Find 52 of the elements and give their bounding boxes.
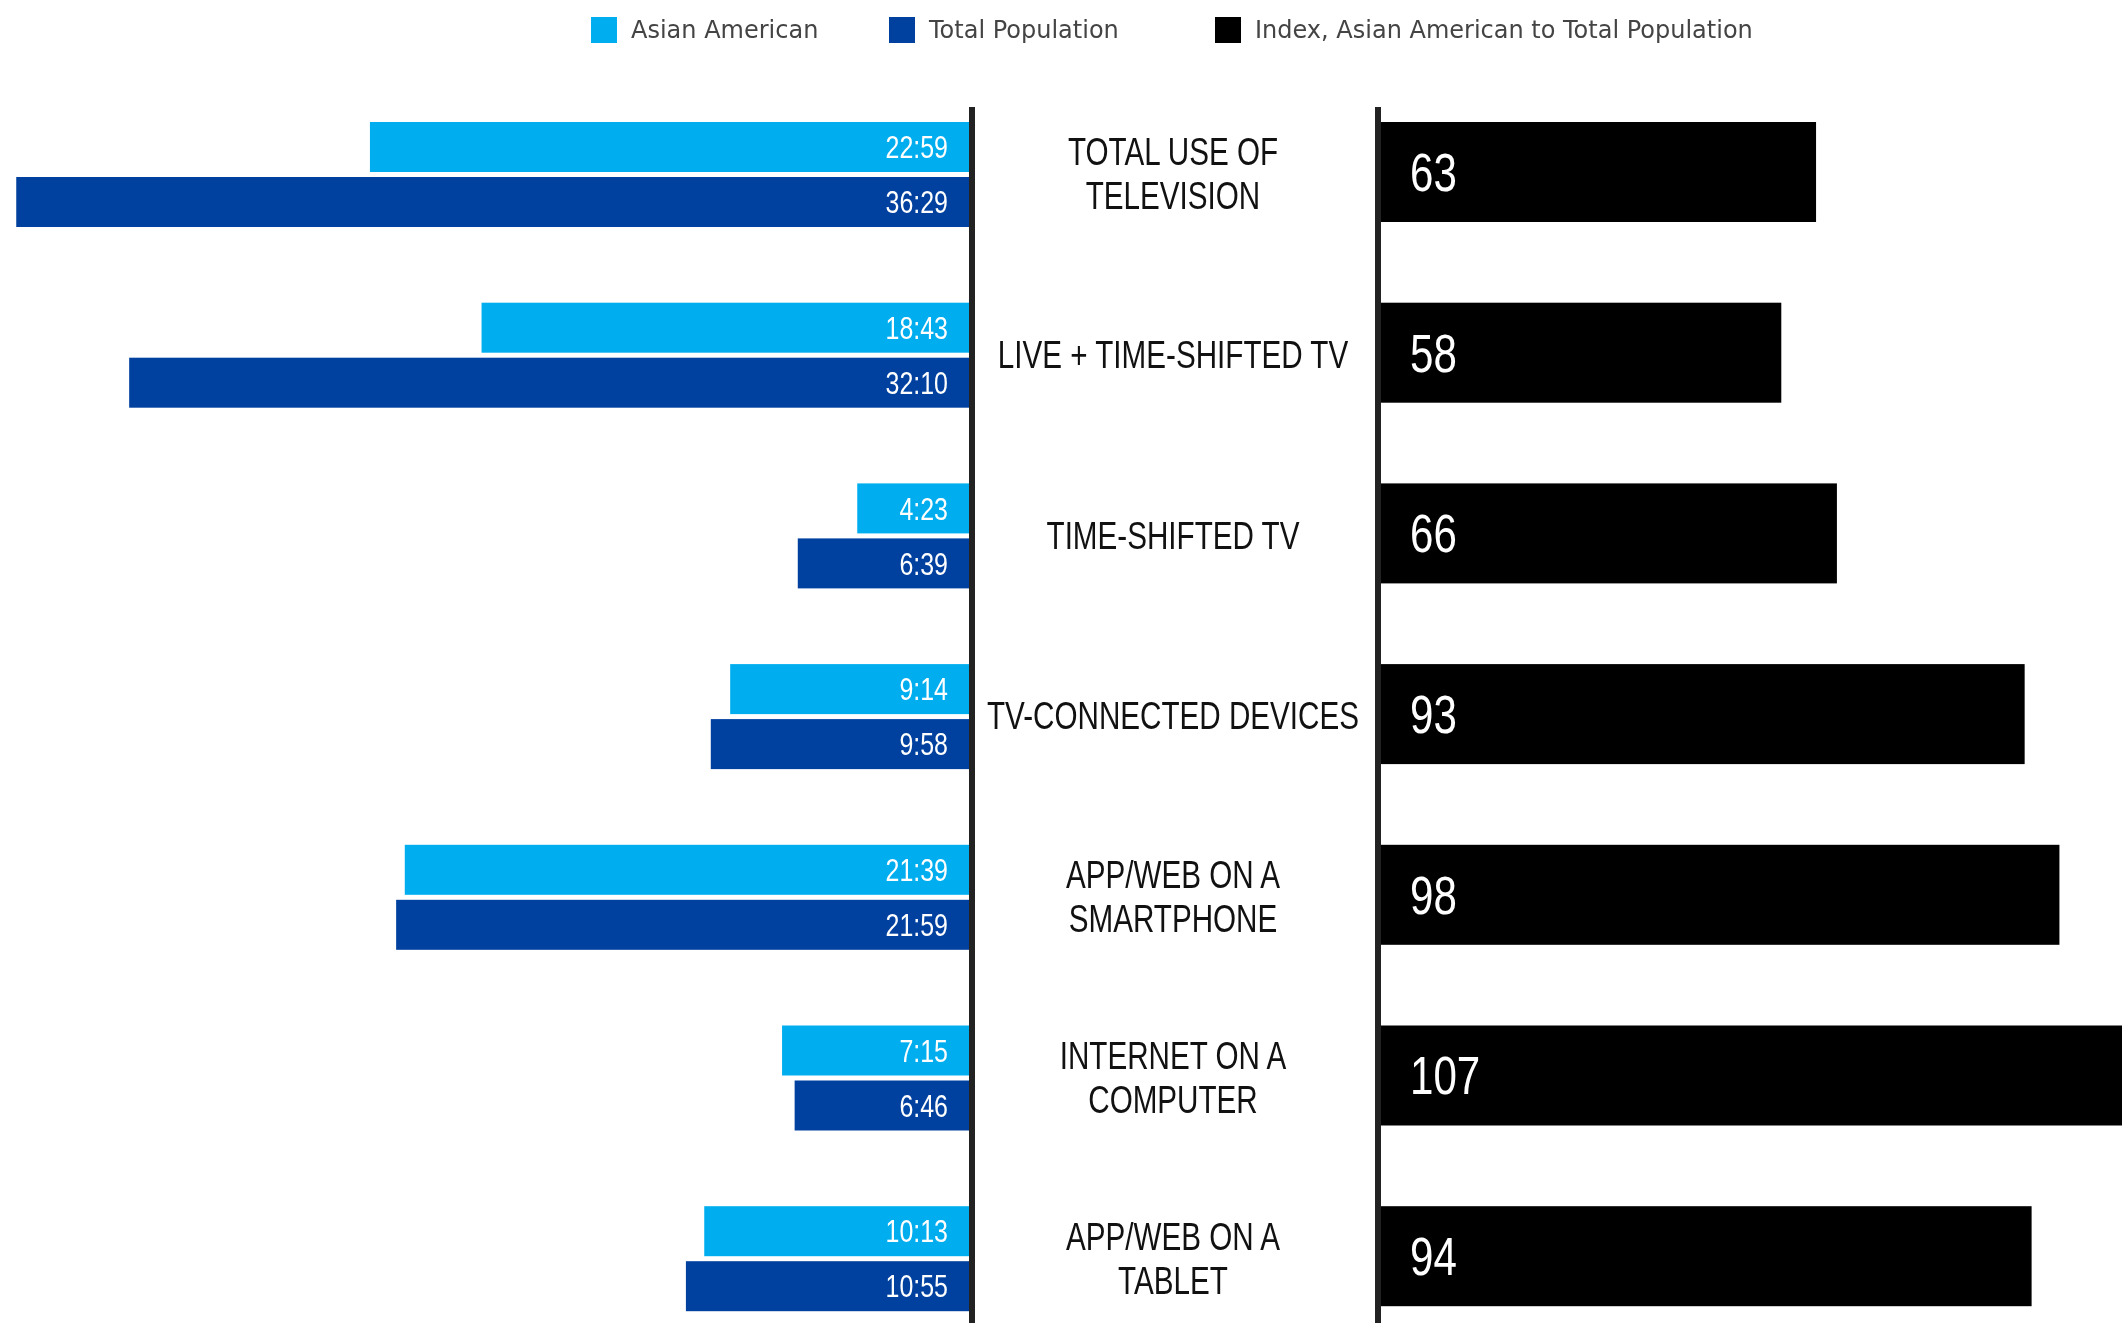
data-label: 10:13 (885, 1213, 948, 1250)
bar (1378, 302, 1782, 403)
data-label: 63 (1410, 141, 1457, 203)
legend-label: Total Population (928, 16, 1119, 44)
data-label: 10:55 (885, 1268, 948, 1305)
bar (1378, 844, 2060, 945)
data-label: 58 (1410, 322, 1457, 383)
bar (396, 899, 972, 950)
y-tick-label: TV-CONNECTED DEVICES (986, 694, 1360, 738)
y-tick-label: LIVE + TIME-SHIFTED TV (997, 333, 1349, 376)
bar (404, 844, 972, 895)
bar (782, 1025, 972, 1076)
data-label: 6:39 (899, 545, 948, 582)
bar (857, 483, 972, 534)
bar (704, 1206, 972, 1257)
data-label: 7:15 (899, 1032, 948, 1069)
y-tick-label: TIME-SHIFTED TV (1046, 514, 1300, 557)
data-label: 98 (1410, 864, 1457, 925)
data-label: 18:43 (885, 309, 948, 346)
data-label: 9:14 (899, 671, 949, 707)
bar (797, 538, 972, 589)
bar (685, 1261, 972, 1312)
bar (1378, 1206, 2032, 1307)
data-label: 21:59 (885, 906, 948, 943)
data-label: 36:29 (885, 184, 948, 220)
y-tick-label: TOTAL USE OF TELEVISION (1067, 130, 1279, 218)
data-label: 93 (1410, 683, 1457, 745)
y-tick-label: INTERNET ON A COMPUTER (1059, 1034, 1287, 1121)
bar (1378, 483, 1837, 584)
y-tick-label: APP/WEB ON A TABLET (1065, 1215, 1281, 1302)
bar (710, 719, 972, 770)
bar (1378, 1025, 2122, 1126)
data-label: 94 (1410, 1226, 1457, 1287)
data-label: 107 (1410, 1045, 1481, 1106)
data-label: 66 (1410, 503, 1457, 564)
bar (16, 177, 972, 227)
y-tick-label: APP/WEB ON A SMARTPHONE (1065, 853, 1281, 940)
legend-label: Asian American (631, 16, 819, 44)
data-label: 21:39 (885, 851, 948, 888)
data-label: 9:58 (899, 726, 948, 762)
bar (129, 357, 972, 408)
bar (369, 122, 972, 172)
bar (1378, 664, 2025, 765)
data-label: 4:23 (899, 490, 948, 527)
bar (794, 1080, 972, 1131)
bar (481, 302, 972, 353)
bar (1378, 122, 1817, 222)
data-label: 32:10 (885, 364, 948, 401)
bar (730, 664, 972, 715)
legend-label: Index, Asian American to Total Population (1255, 16, 1753, 44)
data-label: 6:46 (899, 1087, 948, 1124)
data-label: 22:59 (885, 129, 948, 165)
